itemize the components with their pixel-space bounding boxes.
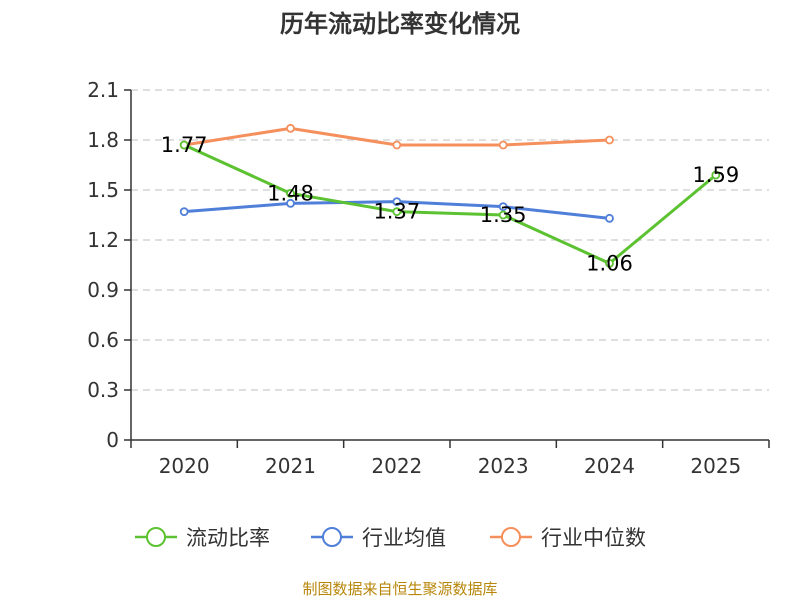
data-label-2024: 1.06 <box>586 251 633 275</box>
point-s0-2024 <box>605 258 614 268</box>
point-s0-2022 <box>392 207 402 217</box>
y-tick-label-3: 0.9 <box>87 278 119 302</box>
point-s2-2022 <box>392 140 402 150</box>
x-tick-label-2023: 2023 <box>478 454 529 478</box>
data-label-2022: 1.37 <box>373 200 420 224</box>
y-tick-label-2: 0.6 <box>87 328 119 352</box>
legend-marker-0 <box>146 527 166 547</box>
point-s1-2020 <box>179 207 189 217</box>
point-s2-2024 <box>605 135 614 145</box>
point-s1-2022 <box>392 197 402 207</box>
point-s1-2021 <box>286 198 295 208</box>
y-tick-label-5: 1.5 <box>87 178 119 202</box>
point-s1-2023 <box>498 202 508 212</box>
point-s2-2023 <box>498 140 508 150</box>
chart-title: 历年流动比率变化情况 <box>280 10 520 38</box>
x-tick-label-2021: 2021 <box>265 454 316 478</box>
legend: 流动比率 行业均值 行业中位数 <box>135 526 646 550</box>
series-line-0 <box>183 143 717 265</box>
legend-item-2[interactable]: 行业中位数 <box>490 526 646 550</box>
point-s0-2023 <box>498 210 508 220</box>
legend-label-2: 行业中位数 <box>541 526 646 550</box>
legend-label-0: 流动比率 <box>186 526 270 550</box>
point-s1-2024 <box>605 213 614 223</box>
y-tick-label-6: 1.8 <box>87 128 119 152</box>
axes: 0 0.3 0.6 0.9 1.2 1.5 1.8 2.1 2020 2021 2022 2023 20… <box>87 78 770 478</box>
legend-marker-1 <box>322 527 342 547</box>
series-group <box>179 123 721 268</box>
legend-item-1[interactable]: 行业均值 <box>311 526 446 550</box>
data-label-2025: 1.59 <box>692 163 739 187</box>
point-s0-2025 <box>711 170 721 180</box>
point-s0-2021 <box>286 188 295 198</box>
y-tick-label-7: 2.1 <box>87 78 119 102</box>
y-tick-label-0: 0 <box>106 428 119 452</box>
x-tick-label-2024: 2024 <box>584 454 635 478</box>
y-tick-label-4: 1.2 <box>87 228 119 252</box>
source-note: 制图数据来自恒生聚源数据库 <box>302 580 497 598</box>
data-labels: 1.77 1.48 1.37 1.35 1.06 1.59 <box>161 133 739 275</box>
point-s2-2021 <box>286 123 295 133</box>
y-tick-label-1: 0.3 <box>87 378 119 402</box>
data-label-2021: 1.48 <box>267 181 314 205</box>
x-tick-label-2020: 2020 <box>159 454 210 478</box>
data-label-2023: 1.35 <box>480 203 527 227</box>
legend-label-1: 行业均值 <box>362 526 446 550</box>
point-s0-2020 <box>179 140 189 150</box>
grid-lines <box>131 89 769 391</box>
x-tick-label-2025: 2025 <box>690 454 741 478</box>
legend-item-0[interactable]: 流动比率 <box>135 526 270 550</box>
legend-marker-2 <box>501 527 521 547</box>
x-tick-label-2022: 2022 <box>371 454 422 478</box>
data-label-2020: 1.77 <box>161 133 208 157</box>
